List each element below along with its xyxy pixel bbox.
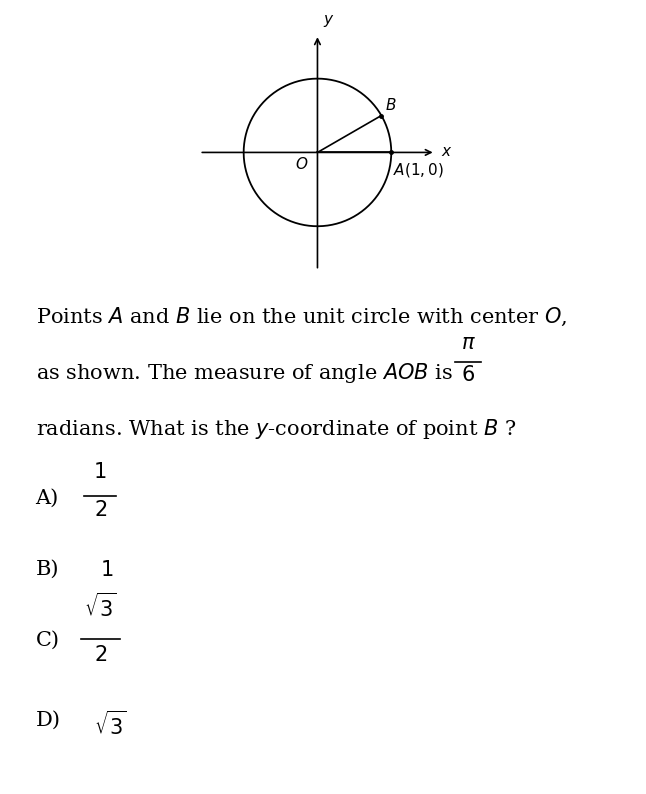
Text: $O$: $O$: [295, 156, 309, 172]
Text: A): A): [36, 488, 59, 507]
Text: $y$: $y$: [322, 13, 334, 29]
Text: $\sqrt{3}$: $\sqrt{3}$: [94, 711, 127, 739]
Text: $1$: $1$: [100, 560, 114, 580]
Text: $2$: $2$: [94, 645, 107, 665]
Text: C): C): [36, 631, 59, 650]
Text: Points $A$ and $B$ lie on the unit circle with center $O$,: Points $A$ and $B$ lie on the unit circl…: [36, 306, 567, 328]
Text: B): B): [36, 560, 59, 579]
Text: $1$: $1$: [94, 462, 107, 482]
Text: $2$: $2$: [94, 500, 107, 520]
Text: as shown. The measure of angle $AOB$ is: as shown. The measure of angle $AOB$ is: [36, 361, 453, 385]
Text: $6$: $6$: [461, 365, 475, 385]
Text: radians. What is the $y$-coordinate of point $B$ ?: radians. What is the $y$-coordinate of p…: [36, 417, 516, 441]
Text: $\sqrt{3}$: $\sqrt{3}$: [84, 592, 116, 621]
Text: D): D): [36, 711, 61, 730]
Text: $A(1,0)$: $A(1,0)$: [393, 161, 444, 179]
Text: $x$: $x$: [441, 145, 453, 160]
Text: $B$: $B$: [385, 97, 397, 113]
Text: $\pi$: $\pi$: [461, 333, 475, 353]
